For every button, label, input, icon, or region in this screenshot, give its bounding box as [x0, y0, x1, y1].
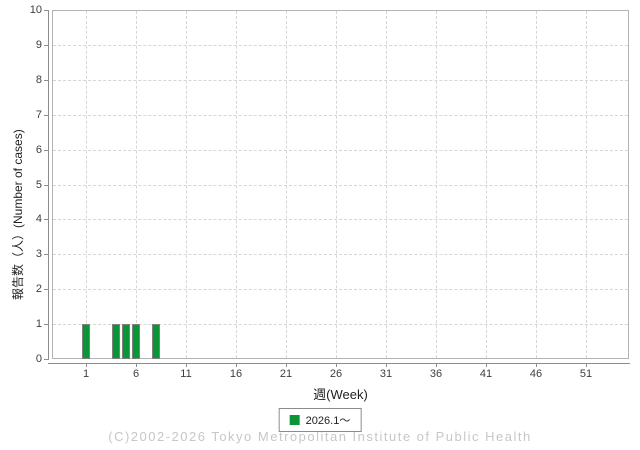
x-tick-mark — [536, 363, 537, 367]
x-tick-mark — [236, 363, 237, 367]
gridline-h — [53, 185, 628, 186]
y-tick-mark — [44, 289, 48, 290]
gridline-h — [53, 254, 628, 255]
gridline-h — [53, 324, 628, 325]
y-tick-mark — [44, 115, 48, 116]
y-tick-mark — [44, 185, 48, 186]
x-tick-label: 1 — [82, 368, 90, 380]
legend-label: 2026.1～ — [305, 415, 351, 427]
x-tick-mark — [436, 363, 437, 367]
y-tick-mark — [44, 324, 48, 325]
gridline-v — [136, 11, 137, 358]
gridline-v — [436, 11, 437, 358]
y-tick-label: 7 — [35, 109, 42, 121]
y-axis-line — [48, 10, 49, 360]
y-tick-label: 2 — [35, 283, 42, 295]
x-tick-label: 16 — [229, 368, 243, 380]
x-tick-label: 41 — [479, 368, 493, 380]
x-tick-mark — [86, 363, 87, 367]
x-tick-label: 6 — [132, 368, 140, 380]
y-tick-label: 10 — [29, 4, 42, 16]
gridline-v — [536, 11, 537, 358]
y-tick-label: 0 — [35, 353, 42, 365]
y-tick-mark — [44, 219, 48, 220]
y-tick-label: 3 — [35, 248, 42, 260]
x-tick-mark — [336, 363, 337, 367]
gridline-h — [53, 115, 628, 116]
gridline-v — [286, 11, 287, 358]
x-tick-label: 11 — [180, 368, 192, 380]
x-tick-label: 26 — [329, 368, 343, 380]
x-tick-label: 46 — [529, 368, 543, 380]
y-tick-label: 6 — [35, 144, 42, 156]
gridline-h — [53, 80, 628, 81]
gridline-v — [336, 11, 337, 358]
x-tick-mark — [586, 363, 587, 367]
plot-area — [52, 10, 629, 359]
x-tick-mark — [286, 363, 287, 367]
y-tick-label: 5 — [35, 179, 42, 191]
y-tick-label: 8 — [35, 74, 42, 86]
y-tick-label: 9 — [35, 39, 42, 51]
gridline-v — [586, 11, 587, 358]
gridline-v — [86, 11, 87, 358]
x-tick-mark — [186, 363, 187, 367]
gridline-v — [186, 11, 187, 358]
x-tick-mark — [386, 363, 387, 367]
gridline-h — [53, 150, 628, 151]
x-tick-label: 36 — [429, 368, 443, 380]
x-tick-label: 21 — [279, 368, 293, 380]
x-tick-label: 51 — [579, 368, 593, 380]
legend-swatch-icon — [289, 415, 300, 425]
gridline-h — [53, 45, 628, 46]
y-tick-mark — [44, 80, 48, 81]
y-tick-mark — [44, 150, 48, 151]
bar — [122, 324, 130, 359]
y-tick-label: 1 — [35, 318, 42, 330]
y-tick-mark — [44, 10, 48, 11]
gridline-h — [53, 289, 628, 290]
y-tick-mark — [44, 254, 48, 255]
bar — [132, 324, 140, 359]
bar — [82, 324, 90, 359]
gridline-v — [386, 11, 387, 358]
y-tick-label: 4 — [35, 213, 42, 225]
legend: 2026.1～ — [278, 408, 362, 432]
x-axis-line — [48, 363, 630, 364]
gridline-v — [486, 11, 487, 358]
x-tick-label: 31 — [379, 368, 393, 380]
copyright-text: (C)2002-2026 Tokyo Metropolitan Institut… — [108, 429, 532, 444]
x-axis-title: 週(Week) — [313, 387, 368, 402]
x-tick-mark — [486, 363, 487, 367]
y-tick-mark — [44, 359, 48, 360]
gridline-h — [53, 219, 628, 220]
bar — [152, 324, 160, 359]
x-tick-mark — [136, 363, 137, 367]
gridline-v — [236, 11, 237, 358]
y-tick-mark — [44, 45, 48, 46]
bar — [112, 324, 120, 359]
